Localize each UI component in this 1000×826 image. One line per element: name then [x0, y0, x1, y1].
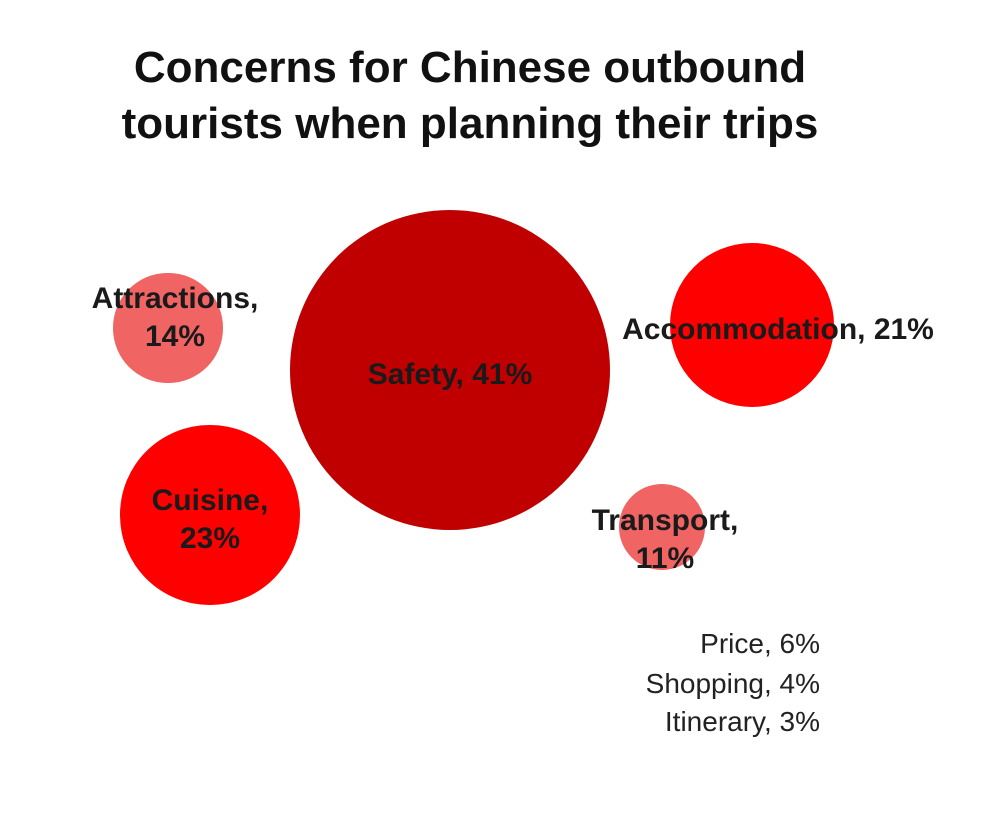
note: Itinerary, 3%	[664, 706, 820, 737]
bubble	[120, 425, 300, 605]
bubble	[670, 243, 834, 407]
bubble	[290, 210, 610, 530]
chart-title: Concerns for Chinese outbound tourists w…	[121, 43, 819, 148]
data-label: Cuisine, 23%	[151, 484, 269, 555]
bubble	[619, 484, 705, 570]
data-label: Safety, 41%	[367, 358, 533, 391]
data-label: Attractions, 14%	[91, 282, 259, 353]
data-label: Transport, 11%	[591, 504, 739, 575]
data-label: Accommodation, 21%	[622, 313, 934, 346]
note: Price, 6%	[700, 628, 820, 659]
note: Shopping, 4%	[645, 668, 820, 699]
bubble	[113, 273, 223, 383]
